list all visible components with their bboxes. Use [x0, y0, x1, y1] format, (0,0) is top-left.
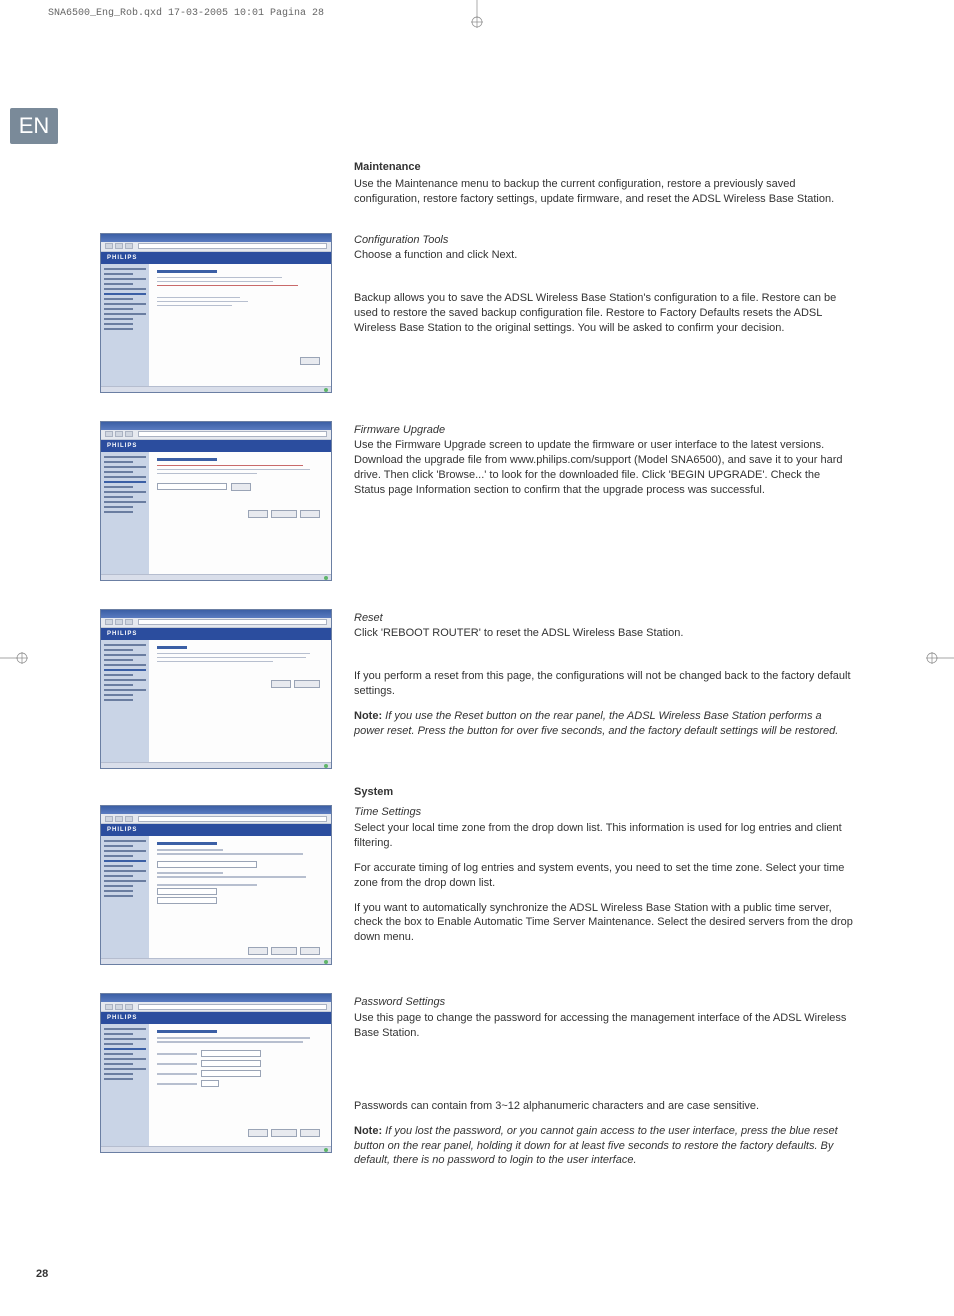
brand-label: PHILIPS — [101, 252, 331, 264]
language-badge: EN — [10, 108, 58, 144]
firmware-body: Use the Firmware Upgrade screen to updat… — [354, 438, 854, 497]
screenshot-reset: PHILIPS — [100, 609, 332, 769]
print-header: SNA6500_Eng_Rob.qxd 17-03-2005 10:01 Pag… — [48, 8, 324, 19]
config-tools-line2: Backup allows you to save the ADSL Wirel… — [354, 291, 854, 336]
password-line2: Passwords can contain from 3~12 alphanum… — [354, 1099, 854, 1114]
crop-mark-top-icon — [457, 0, 497, 28]
time-line1: Select your local time zone from the dro… — [354, 821, 854, 851]
crop-mark-left-icon — [0, 638, 28, 678]
reset-note: Note: If you use the Reset button on the… — [354, 709, 854, 739]
reset-line1: Click 'REBOOT ROUTER' to reset the ADSL … — [354, 626, 854, 641]
brand-label: PHILIPS — [101, 1012, 331, 1024]
screenshot-config-tools: PHILIPS — [100, 233, 332, 393]
reset-title: Reset — [354, 611, 854, 626]
page-number: 28 — [36, 1268, 48, 1280]
brand-label: PHILIPS — [101, 440, 331, 452]
crop-mark-right-icon — [926, 638, 954, 678]
note-label: Note: — [354, 710, 382, 722]
config-tools-line1: Choose a function and click Next. — [354, 248, 854, 263]
screenshot-firmware: PHILIPS — [100, 421, 332, 581]
time-title: Time Settings — [354, 805, 854, 820]
password-note: Note: If you lost the password, or you c… — [354, 1124, 854, 1169]
screenshot-time-settings: PHILIPS — [100, 805, 332, 965]
time-line3: If you want to automatically synchronize… — [354, 901, 854, 946]
screenshot-password: PHILIPS — [100, 993, 332, 1153]
password-line1: Use this page to change the password for… — [354, 1011, 854, 1041]
time-line2: For accurate timing of log entries and s… — [354, 861, 854, 891]
password-note-body: If you lost the password, or you cannot … — [354, 1125, 838, 1167]
password-title: Password Settings — [354, 995, 854, 1010]
firmware-title: Firmware Upgrade — [354, 423, 854, 438]
maintenance-intro: Use the Maintenance menu to backup the c… — [354, 177, 854, 207]
reset-note-body: If you use the Reset button on the rear … — [354, 710, 838, 737]
note-label: Note: — [354, 1125, 382, 1137]
brand-label: PHILIPS — [101, 628, 331, 640]
system-title: System — [354, 785, 854, 800]
brand-label: PHILIPS — [101, 824, 331, 836]
config-tools-title: Configuration Tools — [354, 233, 854, 248]
page-content: Maintenance Use the Maintenance menu to … — [100, 160, 854, 1194]
reset-line2: If you perform a reset from this page, t… — [354, 669, 854, 699]
maintenance-title: Maintenance — [354, 160, 854, 175]
